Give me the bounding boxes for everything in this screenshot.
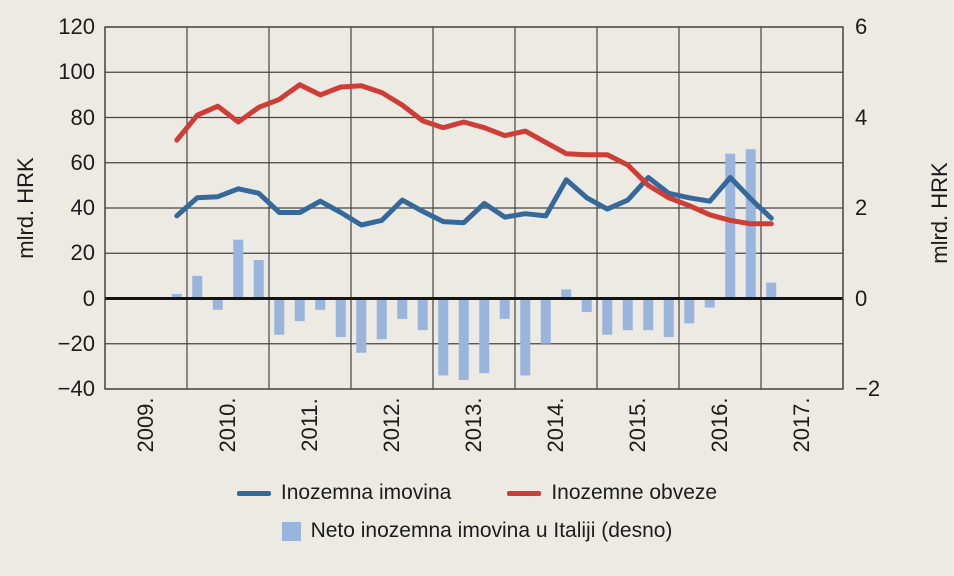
bar-neto-inozemna-imovina xyxy=(540,298,551,344)
y-axis-left-tick-label: −40 xyxy=(57,376,95,401)
y-axis-left-tick-label: −20 xyxy=(57,330,95,356)
y-axis-right-tick-label: −2 xyxy=(855,376,881,401)
y-axis-left-tick-label: 20 xyxy=(70,240,95,266)
bar-neto-inozemna-imovina xyxy=(192,275,203,299)
x-axis-tick-label: 2015. xyxy=(625,397,650,453)
y-axis-left-tick-label: 120 xyxy=(58,14,95,39)
x-axis-tick-label: 2010. xyxy=(215,397,240,453)
bar-neto-inozemna-imovina xyxy=(397,298,408,319)
legend-row-1: Inozemna imovina Inozemne obveze xyxy=(0,474,954,512)
x-axis-tick-label: 2011. xyxy=(297,398,322,452)
legend-item-inozemne-obveze: Inozemne obveze xyxy=(507,481,717,505)
legend-item-neto-inozemna-imovina: Neto inozemna imovina u Italiji (desno) xyxy=(281,519,673,543)
line-inozemne-obveze xyxy=(174,82,774,227)
bar-neto-inozemna-imovina xyxy=(602,298,613,335)
y-axis-left-title: mlrd. HRK xyxy=(13,157,38,259)
bar-neto-inozemna-imovina xyxy=(520,298,531,376)
y-axis-right-tick-label: 4 xyxy=(855,104,868,130)
y-axis-right-tick-label: 6 xyxy=(855,14,868,39)
y-axis-left-tick-label: 80 xyxy=(70,104,95,130)
red-line-swatch xyxy=(507,490,542,496)
bar-neto-inozemna-imovina xyxy=(725,153,736,299)
bar-neto-inozemna-imovina xyxy=(663,298,674,337)
bar-neto-inozemna-imovina xyxy=(499,298,510,319)
x-axis-tick-label: 2017. xyxy=(789,397,814,453)
legend-row-2: Neto inozemna imovina u Italiji (desno) xyxy=(0,512,954,550)
legend-label: Neto inozemna imovina u Italiji (desno) xyxy=(310,519,673,542)
legend-item-inozemna-imovina: Inozemna imovina xyxy=(236,481,452,505)
y-axis-right-tick-label: 0 xyxy=(855,285,868,311)
bar-neto-inozemna-imovina xyxy=(233,239,244,299)
bar-neto-inozemna-imovina xyxy=(171,293,182,299)
y-axis-left-tick-label: 40 xyxy=(70,195,95,220)
bar-neto-inozemna-imovina xyxy=(643,298,654,331)
legend-label: Inozemna imovina xyxy=(280,481,452,504)
bar-neto-inozemna-imovina xyxy=(253,260,264,299)
legend: Inozemna imovina Inozemne obveze Neto in… xyxy=(0,474,954,550)
x-axis-tick-label: 2016. xyxy=(707,397,732,453)
bar-neto-inozemna-imovina xyxy=(417,298,428,331)
bar-neto-inozemna-imovina xyxy=(212,298,223,310)
bar-neto-inozemna-imovina xyxy=(294,298,305,322)
bar-neto-inozemna-imovina xyxy=(684,298,695,324)
line-inozemna-imovina xyxy=(174,175,774,228)
x-axis-tick-label: 2012. xyxy=(379,397,404,453)
x-axis-tick-label: 2013. xyxy=(461,397,486,453)
blue-line-swatch xyxy=(236,490,271,496)
bar-neto-inozemna-imovina xyxy=(335,298,346,337)
bar-neto-inozemna-imovina xyxy=(458,298,469,380)
plot-frame xyxy=(104,26,844,390)
bar-neto-inozemna-imovina xyxy=(766,282,777,299)
bar-neto-inozemna-imovina xyxy=(315,298,326,310)
x-axis-tick-label: 2014. xyxy=(543,397,568,453)
y-axis-left-tick-label: 0 xyxy=(82,285,95,311)
y-axis-right-tick-label: 2 xyxy=(855,195,868,220)
legend-label: Inozemne obveze xyxy=(551,481,718,504)
bar-neto-inozemna-imovina xyxy=(561,289,572,299)
bar-neto-inozemna-imovina xyxy=(356,298,367,353)
bar-neto-inozemna-imovina xyxy=(274,298,285,335)
y-axis-left-tick-label: 100 xyxy=(58,59,95,85)
bar-neto-inozemna-imovina xyxy=(581,298,592,313)
y-axis-left-tick-label: 60 xyxy=(70,149,95,175)
bar-neto-inozemna-imovina xyxy=(376,298,387,340)
bar-neto-inozemna-imovina xyxy=(479,298,490,374)
bar-swatch xyxy=(281,521,301,541)
bar-neto-inozemna-imovina xyxy=(704,298,715,308)
x-axis-tick-label: 2009. xyxy=(133,397,158,453)
y-axis-right-title: mlrd. HRK xyxy=(927,162,952,264)
bar-neto-inozemna-imovina xyxy=(622,298,633,331)
bar-neto-inozemna-imovina xyxy=(438,298,449,376)
